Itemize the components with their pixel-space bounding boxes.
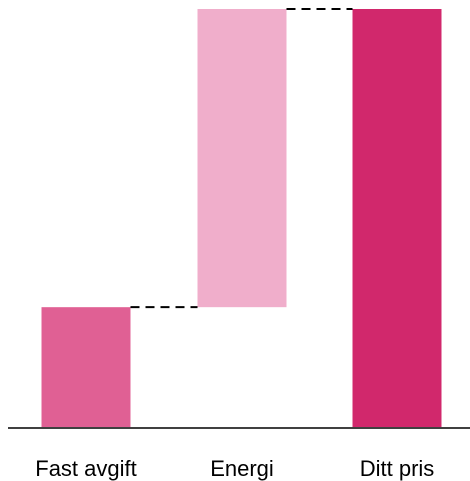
bar-energi	[197, 9, 287, 308]
x-tick-label-energi: Energi	[210, 456, 274, 481]
bars-group	[41, 9, 442, 427]
bar-ditt-pris	[352, 9, 442, 427]
x-tick-labels: Fast avgift Energi Ditt pris	[35, 456, 434, 481]
connectors-group	[130, 8, 353, 309]
x-tick-label-ditt-pris: Ditt pris	[360, 456, 435, 481]
bar-fast-avgift	[41, 307, 131, 427]
x-tick-label-fast-avgift: Fast avgift	[35, 456, 136, 481]
